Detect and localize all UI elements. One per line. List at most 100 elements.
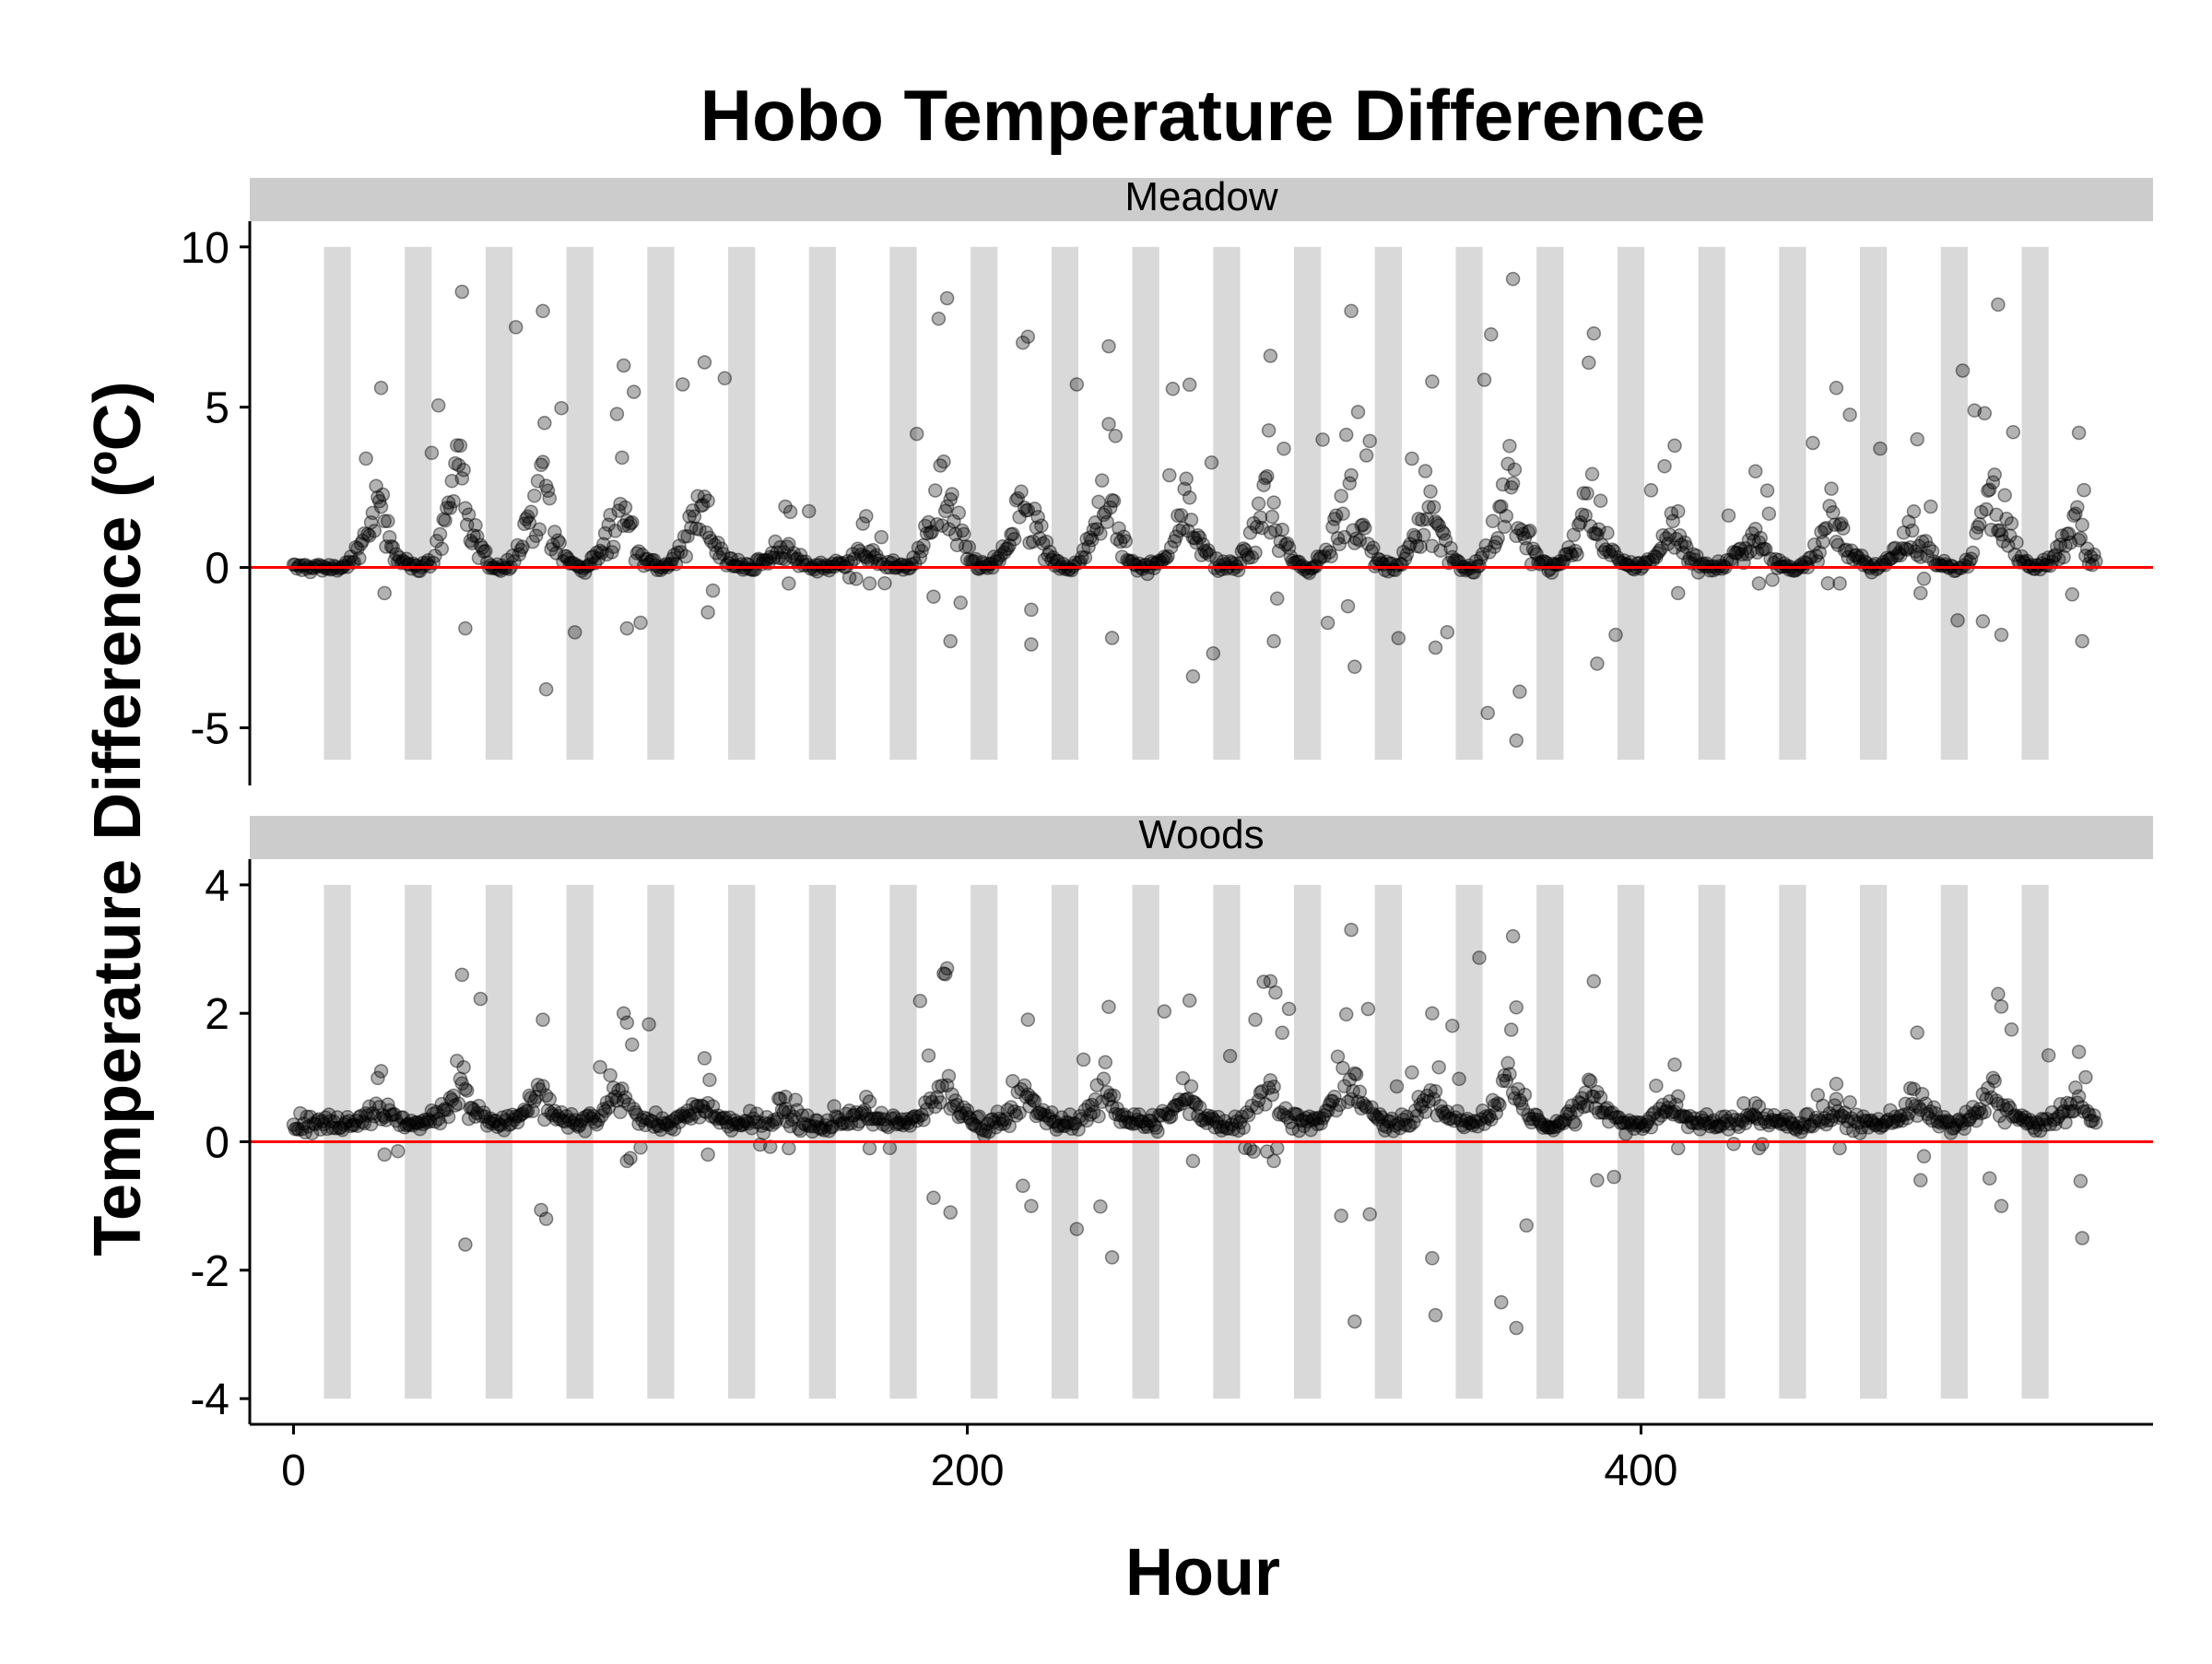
data-point (1511, 521, 1525, 536)
data-point (1908, 1098, 1924, 1114)
data-point (1278, 1101, 1293, 1115)
data-point (1999, 512, 2014, 526)
data-point (557, 549, 572, 563)
data-point (547, 1103, 562, 1118)
data-point (1303, 1122, 1319, 1138)
data-point (477, 544, 491, 560)
data-point (1173, 508, 1189, 523)
data-point (1841, 1114, 1855, 1129)
data-point (538, 681, 554, 697)
data-point (1873, 441, 1888, 456)
night-band (647, 246, 675, 761)
data-point (1042, 1112, 1057, 1127)
data-point (1423, 1082, 1438, 1098)
data-point (1747, 534, 1761, 549)
data-point (369, 478, 383, 493)
data-point (1505, 476, 1521, 491)
night-band (1940, 246, 1968, 761)
data-point (1480, 1110, 1495, 1126)
data-point (1347, 659, 1362, 675)
data-point (1279, 536, 1295, 551)
data-point (2051, 551, 2066, 567)
data-point (1236, 541, 1251, 556)
data-point (788, 552, 803, 567)
data-point (1698, 1116, 1712, 1131)
data-point (1527, 1107, 1543, 1122)
data-point (450, 438, 465, 453)
data-point (1453, 1113, 1468, 1127)
data-point (643, 1114, 658, 1128)
y-tick-label: 0 (205, 1119, 229, 1168)
data-point (1582, 355, 1596, 371)
data-point (1472, 558, 1487, 573)
data-point (566, 1115, 581, 1130)
data-point (589, 545, 605, 561)
data-point (835, 1115, 851, 1130)
data-point (1578, 1085, 1593, 1100)
data-point (2083, 1114, 2099, 1128)
data-point (471, 1098, 487, 1114)
data-point (611, 1083, 626, 1098)
data-point (1065, 1116, 1081, 1131)
data-point (406, 1117, 421, 1133)
data-point (525, 534, 540, 549)
data-point (909, 426, 924, 442)
data-point (2006, 424, 2021, 440)
data-point (1731, 542, 1747, 557)
data-point (1278, 537, 1293, 552)
data-point (1753, 530, 1768, 546)
data-point (1114, 549, 1130, 564)
night-band (1779, 246, 1806, 761)
data-point (1334, 1209, 1348, 1223)
data-point (1629, 1115, 1643, 1129)
data-point (609, 1093, 625, 1108)
data-point (1265, 509, 1280, 525)
data-point (1578, 508, 1593, 523)
data-point (361, 1099, 377, 1115)
data-point (1413, 539, 1428, 554)
data-point (1981, 483, 1995, 498)
data-point (1185, 1094, 1201, 1109)
data-point (1480, 705, 1495, 721)
data-point (717, 1110, 733, 1126)
data-point (603, 1068, 618, 1083)
data-point (1386, 1124, 1401, 1139)
data-point (1409, 1108, 1425, 1124)
data-point (703, 1109, 719, 1124)
data-point (1913, 1103, 1928, 1117)
data-point (1354, 518, 1369, 533)
data-point (909, 1114, 924, 1128)
data-point (338, 555, 353, 571)
data-point (1032, 1104, 1047, 1120)
data-point (1792, 1115, 1806, 1131)
data-point (1020, 1087, 1036, 1102)
data-point (1723, 1116, 1738, 1131)
data-point (1829, 1077, 1844, 1092)
data-point (391, 1143, 406, 1159)
data-point (1199, 1115, 1214, 1130)
data-point (1382, 1114, 1397, 1129)
data-point (1913, 1173, 1928, 1188)
data-point (513, 1107, 528, 1122)
data-point (1206, 646, 1221, 661)
data-point (928, 1099, 943, 1115)
data-point (1187, 531, 1202, 546)
data-point (1093, 526, 1108, 541)
data-point (1171, 523, 1187, 538)
data-point (1110, 531, 1124, 547)
data-point (638, 1117, 653, 1133)
data-point (1806, 1118, 1820, 1134)
data-point (890, 1115, 906, 1130)
data-point (1839, 542, 1854, 558)
data-point (1842, 1095, 1857, 1110)
data-point (454, 1076, 470, 1092)
data-point (1055, 1118, 1071, 1133)
data-point (1171, 1092, 1187, 1107)
data-point (1369, 1110, 1384, 1125)
data-point (1669, 1097, 1684, 1113)
data-point (1502, 1067, 1517, 1081)
data-point (1738, 1115, 1753, 1131)
data-point (1738, 541, 1753, 556)
data-point (1258, 470, 1273, 486)
data-point (947, 1099, 961, 1114)
